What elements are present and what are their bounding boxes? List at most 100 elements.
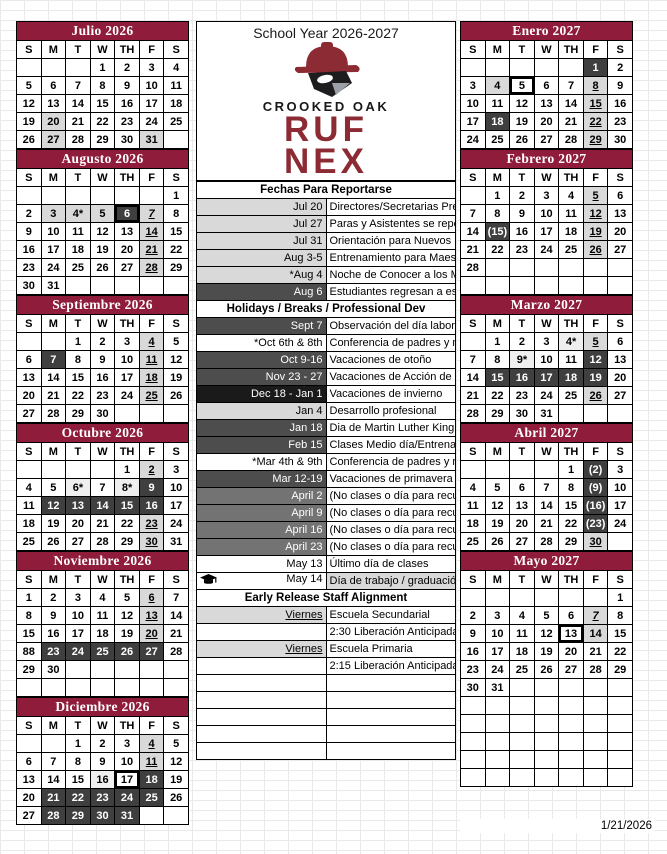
day-cell: 20 bbox=[509, 514, 535, 533]
empty-day-cell bbox=[484, 276, 511, 295]
day-of-week-cell: S bbox=[607, 442, 633, 461]
event-description: (No clases o día para recuperar clase bbox=[325, 487, 456, 505]
day-cell: 13 bbox=[16, 368, 42, 387]
event-date: Jul 31 bbox=[196, 232, 327, 250]
empty-cell bbox=[325, 742, 456, 760]
day-of-week-cell: S bbox=[460, 570, 486, 589]
day-cell: 8* bbox=[114, 478, 140, 497]
day-cell: 15 bbox=[163, 222, 189, 241]
month-calendar-febrero-2027: Febrero 2027 S M T W TH F S 1 2 3 4 5 6 7 8 9 10 11 12 13 14(… bbox=[460, 149, 633, 295]
day-cell: 22 bbox=[114, 514, 140, 533]
day-cell: 19 bbox=[484, 514, 511, 533]
day-cell: 20 bbox=[114, 240, 140, 259]
empty-day-cell bbox=[16, 734, 42, 753]
day-cell: 4* bbox=[65, 204, 91, 223]
event-date: Aug 3-5 bbox=[196, 249, 327, 267]
day-cell: 19 bbox=[582, 222, 609, 241]
day-of-week-cell: W bbox=[89, 716, 116, 735]
empty-day-cell bbox=[558, 588, 584, 607]
day-cell: 19 bbox=[163, 770, 189, 789]
day-cell: 19 bbox=[89, 240, 116, 259]
day-cell: 8 bbox=[89, 76, 116, 95]
empty-day-cell bbox=[16, 678, 42, 697]
day-cell: 24 bbox=[484, 660, 511, 679]
day-cell: 3 bbox=[460, 76, 486, 95]
day-of-week-cell: M bbox=[40, 314, 67, 333]
day-cell: 10 bbox=[163, 478, 189, 497]
day-cell: 6 bbox=[558, 606, 584, 625]
day-cell: 18 bbox=[558, 368, 584, 387]
day-cell: 15 bbox=[558, 496, 584, 515]
day-cell: 12 bbox=[533, 624, 560, 643]
empty-day-cell bbox=[533, 588, 560, 607]
day-cell: 12 bbox=[484, 496, 511, 515]
empty-day-cell bbox=[533, 58, 560, 77]
day-cell: 19 bbox=[114, 624, 140, 643]
day-cell: 5 bbox=[509, 76, 535, 95]
day-of-week-cell: T bbox=[509, 442, 535, 461]
day-cell: 21 bbox=[138, 240, 165, 259]
day-cell: 18 bbox=[138, 368, 165, 387]
event-date: Jul 20 bbox=[196, 198, 327, 216]
event-description: Día de trabajo / graduación bbox=[325, 572, 456, 590]
event-date: Jul 27 bbox=[196, 215, 327, 233]
month-calendar-enero-2027: Enero 2027 S M T W TH F S 1 2 3 4 5 6 7 8 9 10 11 12 13 14 15 1… bbox=[460, 21, 633, 149]
day-of-week-cell: S bbox=[16, 40, 42, 59]
day-cell: 22 bbox=[558, 514, 584, 533]
day-cell: 20 bbox=[16, 386, 42, 405]
day-cell: 24 bbox=[460, 130, 486, 149]
day-cell: 26 bbox=[40, 532, 67, 551]
day-cell: 11 bbox=[89, 606, 116, 625]
day-cell: 8 bbox=[607, 606, 633, 625]
day-cell: 9 bbox=[138, 478, 165, 497]
day-cell: 16 bbox=[40, 624, 67, 643]
event-date: Sept 7 bbox=[196, 317, 327, 335]
left-calendar-column: Julio 2026 S M T W TH F S 1 2 3 4 5 6 7 8 9 10 11 12 13 14 15 1… bbox=[16, 21, 189, 825]
day-cell: 28 bbox=[163, 642, 189, 661]
day-of-week-cell: TH bbox=[114, 716, 140, 735]
day-cell: 6 bbox=[509, 478, 535, 497]
empty-cell bbox=[196, 691, 327, 709]
day-cell: 31 bbox=[114, 806, 140, 825]
day-cell: 11 bbox=[138, 752, 165, 771]
day-cell: 17 bbox=[460, 112, 486, 131]
day-cell: 6 bbox=[607, 186, 633, 205]
day-cell: 23 bbox=[509, 386, 535, 405]
day-cell: 5 bbox=[163, 332, 189, 351]
day-cell: 8 bbox=[65, 752, 91, 771]
day-cell: 15 bbox=[582, 94, 609, 113]
event-date: Jan 18 bbox=[196, 419, 327, 437]
day-cell: 26 bbox=[484, 532, 511, 551]
day-cell: 20 bbox=[533, 112, 560, 131]
day-of-week-cell: M bbox=[40, 442, 67, 461]
day-cell: 14 bbox=[460, 222, 486, 241]
empty-day-cell bbox=[138, 404, 165, 423]
day-of-week-cell: S bbox=[607, 40, 633, 59]
day-cell: 28 bbox=[65, 130, 91, 149]
day-cell: 3 bbox=[533, 186, 560, 205]
day-cell: 26 bbox=[163, 788, 189, 807]
day-of-week-cell: F bbox=[582, 40, 609, 59]
day-cell: 25 bbox=[65, 258, 91, 277]
day-of-week-cell: T bbox=[509, 40, 535, 59]
event-date bbox=[196, 657, 327, 675]
empty-cell bbox=[325, 708, 456, 726]
day-of-week-cell: F bbox=[582, 168, 609, 187]
day-cell: 4 bbox=[558, 186, 584, 205]
empty-cell bbox=[196, 742, 327, 760]
event-description: (No clases o día para recuperar clase bbox=[325, 521, 456, 539]
footer-date: 1/21/2026 bbox=[460, 819, 654, 833]
logo-school-name: CROOKED OAK bbox=[262, 99, 390, 114]
empty-day-cell bbox=[138, 806, 165, 825]
empty-day-cell bbox=[607, 532, 633, 551]
event-date: April 16 bbox=[196, 521, 327, 539]
day-cell: 24 bbox=[65, 642, 91, 661]
day-cell: 1 bbox=[582, 58, 609, 77]
event-date: Mar 12-19 bbox=[196, 470, 327, 488]
day-cell: 25 bbox=[138, 386, 165, 405]
day-cell: 10 bbox=[533, 204, 560, 223]
day-cell: 21 bbox=[40, 788, 67, 807]
day-cell: 5 bbox=[163, 734, 189, 753]
day-cell: 14 bbox=[89, 496, 116, 515]
empty-day-cell bbox=[509, 732, 535, 751]
